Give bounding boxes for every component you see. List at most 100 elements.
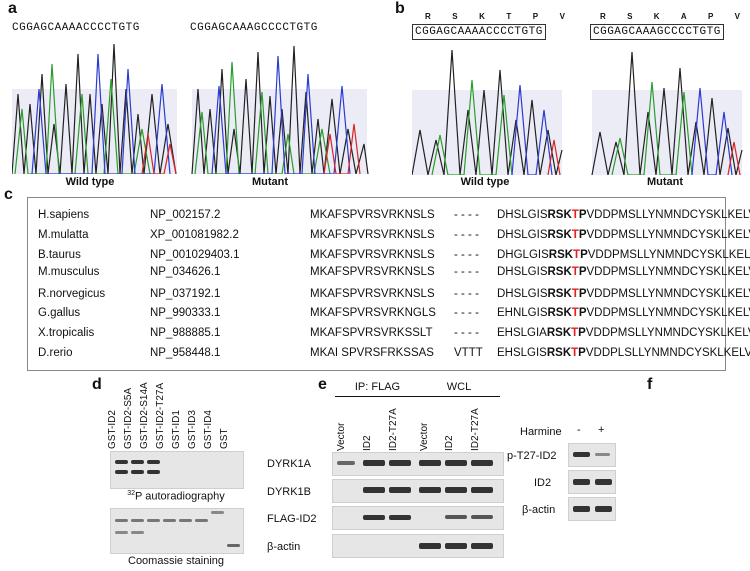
amino-acid: P bbox=[707, 12, 714, 21]
seq-t27: T bbox=[571, 266, 579, 278]
seq-rsk: RSK bbox=[547, 307, 572, 319]
sequence-gap: - - - - bbox=[454, 288, 479, 300]
lane-label: GST-ID2 bbox=[107, 410, 118, 449]
accession: NP_002157.2 bbox=[150, 209, 221, 221]
blot-band bbox=[595, 479, 612, 485]
panel-a-mut-caption: Mutant bbox=[251, 176, 289, 188]
seq-t27: T bbox=[571, 288, 579, 300]
sequence-n: MKAFSPVRSVRKNSLS bbox=[310, 249, 435, 261]
blot-band bbox=[445, 543, 467, 549]
amino-acid: K bbox=[479, 12, 485, 21]
gel-band bbox=[115, 531, 128, 534]
sequence-n: MKAFSPVRSVRKNGLS bbox=[310, 307, 436, 319]
seq-pre: DHGLGIS bbox=[497, 249, 549, 261]
seq-pre: DHSLGIS bbox=[497, 288, 548, 300]
trace-green bbox=[14, 63, 151, 174]
amino-acid: K bbox=[653, 12, 660, 21]
panel-a-chromatograms bbox=[12, 43, 369, 174]
alignment-row: D.rerio NP_958448.1 MKAI SPVRSFRKSSAS VT… bbox=[28, 344, 750, 362]
gel-band bbox=[147, 470, 160, 474]
sequence-c: EHNLGISRSKTPVDDPMSLLYNMNDCYSKLKELV bbox=[497, 304, 750, 322]
species-name: B.taurus bbox=[38, 249, 81, 261]
blot-strip bbox=[332, 506, 504, 530]
seq-p: P bbox=[578, 288, 587, 300]
panel-b-mut-sequence: CGGAGCAAAGCCCCTGTG bbox=[590, 24, 724, 40]
blot-band bbox=[445, 487, 467, 493]
gel-band bbox=[115, 519, 128, 522]
species-name: D.rerio bbox=[38, 347, 73, 359]
blot-band bbox=[471, 543, 493, 549]
gel-band bbox=[131, 460, 144, 464]
alignment-row: B.taurus NP_001029403.1 MKAFSPVRSVRKNSLS… bbox=[28, 246, 750, 264]
ip-flag-line bbox=[335, 396, 420, 397]
species-name: M.musculus bbox=[38, 266, 100, 278]
gel-band bbox=[163, 519, 176, 522]
blot-band bbox=[573, 506, 590, 512]
sequence-gap: - - - - bbox=[454, 307, 479, 319]
lane-label: GST-ID2-T27A bbox=[155, 382, 166, 449]
panel-d-label: d bbox=[92, 376, 102, 393]
blot-band bbox=[471, 487, 493, 493]
sequence-n: MKAFSPVRSVRKSSLT bbox=[310, 327, 433, 339]
blot-band bbox=[471, 460, 493, 466]
seq-post: VDDPMSLLYNMNDCYSKLKELV bbox=[586, 229, 750, 241]
sequence-c: EHSLGISRSKTPVDDPLSLLYNMNDCYSKLKELV bbox=[497, 344, 750, 362]
panel-a-label: a bbox=[8, 0, 17, 17]
alignment-row: G.gallus NP_990333.1 MKAFSPVRSVRKNGLS - … bbox=[28, 304, 750, 322]
trace-green bbox=[611, 81, 693, 175]
blot-band bbox=[337, 461, 355, 465]
seq-p: P bbox=[578, 209, 587, 221]
seq-pre: DHSLGIS bbox=[497, 229, 548, 241]
blot-band bbox=[389, 487, 411, 493]
sequence-gap: - - - - bbox=[454, 209, 479, 221]
trace-blue bbox=[211, 55, 351, 174]
seq-post: VDDPMSLLYNMNDCYSKLKELV bbox=[586, 266, 750, 278]
sequence-n: MKAFSPVRSVRKNSLS bbox=[310, 229, 435, 241]
gel-band bbox=[179, 519, 192, 522]
seq-pre: DHSLGIS bbox=[497, 209, 548, 221]
lane-label: GST-ID1 bbox=[171, 410, 182, 449]
alignment-row: M.mulatta XP_001081982.2 MKAFSPVRSVRKNSL… bbox=[28, 226, 750, 244]
seq-p: P bbox=[580, 249, 588, 261]
lane-label: GST-ID4 bbox=[203, 410, 214, 449]
blot-label: β-actin bbox=[522, 504, 556, 516]
lane-label: GST bbox=[219, 428, 230, 449]
trace-green bbox=[194, 61, 331, 174]
seq-rsk: RSK bbox=[547, 266, 572, 278]
amino-acid: R bbox=[425, 12, 431, 21]
panel-c-label: c bbox=[4, 186, 13, 203]
amino-acid: R bbox=[600, 12, 606, 21]
lane-label: Vector bbox=[419, 422, 430, 451]
blot-label: β-actin bbox=[267, 541, 301, 553]
seq-post: VDDPMSLLYNMNDCYSKLKELV bbox=[586, 307, 750, 319]
blot-band bbox=[389, 460, 411, 466]
chromatogram-highlight bbox=[412, 90, 562, 175]
seq-post: VDDPMSLLYNMNDCYSKLKELV bbox=[585, 327, 750, 339]
trace-red bbox=[727, 141, 741, 175]
blot-band bbox=[419, 460, 441, 466]
lane-label: ID2-T27A bbox=[388, 408, 399, 451]
seq-post: VDDPMSLLYNMNDCYSKLKELV bbox=[586, 209, 750, 221]
sequence-c: DHGLGISRSKTPVDDPMSLLYNMNDCYSKLKELV bbox=[497, 246, 750, 264]
sequence-gap: - - - - bbox=[454, 266, 479, 278]
coomassie-caption: Coomassie staining bbox=[128, 555, 224, 567]
panel-f-label: f bbox=[647, 376, 653, 393]
gel-band bbox=[131, 531, 144, 534]
blot-label: ID2 bbox=[534, 477, 552, 489]
gel-band bbox=[131, 470, 144, 474]
accession: NP_988885.1 bbox=[150, 327, 221, 339]
blot-label: FLAG-ID2 bbox=[267, 513, 317, 525]
sequence-c: EHSLGIARSKTPVDDPMSLLYNMNDCYSKLKELV bbox=[497, 324, 750, 342]
alignment-box: H.sapiens NP_002157.2 MKAFSPVRSVRKNSLS -… bbox=[27, 197, 750, 371]
isotope-superscript: 32 bbox=[127, 490, 136, 497]
accession: NP_034626.1 bbox=[150, 266, 221, 278]
lane-label: Vector bbox=[336, 422, 347, 451]
lane-label: ID2 bbox=[362, 435, 373, 451]
panel-b-label: b bbox=[395, 0, 405, 17]
species-name: X.tropicalis bbox=[38, 327, 95, 339]
lane-label: GST-ID2-S5A bbox=[123, 387, 134, 449]
panel-a-wt-sequence: CGGAGCAAAACCCCTGTG bbox=[12, 22, 140, 34]
panel-e-lane-labels: Vector ID2 ID2-T27A Vector ID2 ID2-T27A bbox=[335, 400, 505, 455]
seq-p: P bbox=[578, 347, 586, 359]
amino-acid: S bbox=[452, 12, 458, 21]
